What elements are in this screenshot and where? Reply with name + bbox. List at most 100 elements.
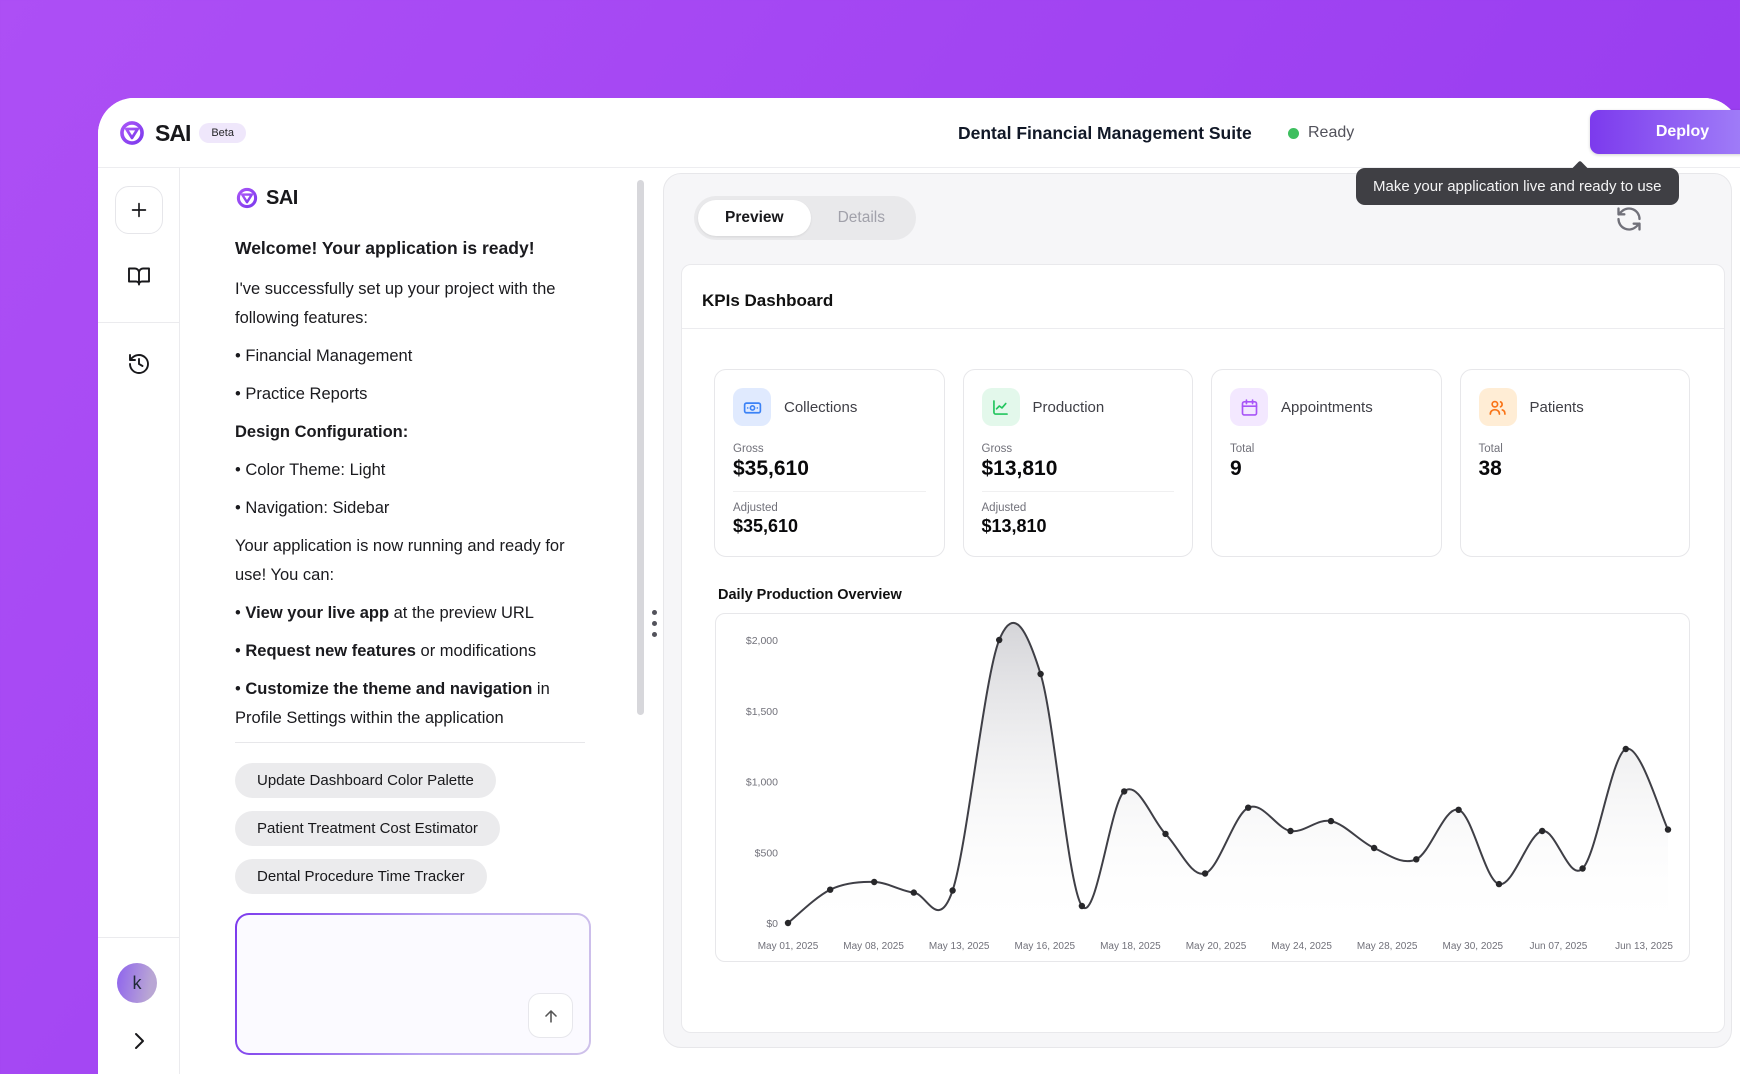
history-icon[interactable] bbox=[127, 352, 151, 376]
chat-scrollbar[interactable] bbox=[637, 180, 644, 715]
message-heading: Welcome! Your application is ready! bbox=[235, 238, 535, 258]
tab-preview[interactable]: Preview bbox=[698, 200, 811, 236]
chat-panel: SAI Welcome! Your application is ready! … bbox=[180, 168, 644, 1074]
list-item: • Color Theme: Light bbox=[235, 461, 386, 479]
message-composer bbox=[235, 913, 591, 1055]
metric-divider bbox=[733, 491, 926, 492]
sai-logo-icon bbox=[236, 187, 258, 209]
users-icon-badge bbox=[1478, 388, 1517, 426]
metric-value: $35,610 bbox=[733, 457, 809, 480]
metric-label: Adjusted bbox=[733, 502, 778, 514]
kpi-cards-row: Collections Gross $35,610 Adjusted $35,610 Pr… bbox=[714, 369, 1690, 557]
brand-logo: SAI Beta bbox=[118, 98, 246, 168]
sai-logo-icon bbox=[120, 121, 144, 145]
kpi-card-collections: Collections Gross $35,610 Adjusted $35,610 bbox=[714, 369, 945, 557]
kpi-label: Appointments bbox=[1281, 398, 1373, 416]
assistant-logo: SAI bbox=[235, 186, 585, 210]
running-text: Your application is now running and read… bbox=[235, 537, 565, 584]
metric-value: $13,810 bbox=[981, 457, 1058, 480]
send-button[interactable] bbox=[528, 993, 573, 1038]
metric-divider bbox=[981, 491, 1174, 492]
preview-panel: Preview Details KPIs Dashboard Collectio… bbox=[663, 173, 1732, 1048]
metric-value: $13,810 bbox=[981, 516, 1047, 536]
message-divider bbox=[235, 742, 585, 743]
suggestion-chip[interactable]: Dental Procedure Time Tracker bbox=[235, 859, 487, 894]
svg-text:$1,500: $1,500 bbox=[746, 706, 778, 718]
new-chat-button[interactable] bbox=[115, 186, 163, 234]
status-dot-icon bbox=[1288, 127, 1299, 139]
suggestion-chips: Update Dashboard Color Palette Patient Tr… bbox=[180, 743, 640, 894]
svg-text:May 16, 2025: May 16, 2025 bbox=[1014, 941, 1075, 952]
deploy-tooltip: Make your application live and ready to … bbox=[1356, 160, 1679, 205]
app-title: Dental Financial Management Suite bbox=[958, 122, 1252, 143]
kpi-label: Collections bbox=[784, 398, 858, 416]
chat-input[interactable] bbox=[249, 925, 577, 1041]
message-intro: I've successfully set up your project wi… bbox=[235, 280, 556, 327]
list-item: • Financial Management bbox=[235, 347, 413, 365]
kpi-label: Production bbox=[1032, 398, 1105, 416]
refresh-icon[interactable] bbox=[1615, 205, 1643, 233]
metric-label: Adjusted bbox=[981, 502, 1027, 514]
list-item: • Request new features or modifications bbox=[235, 642, 537, 660]
status-text: Ready bbox=[1308, 124, 1355, 141]
chart-line-icon-badge bbox=[981, 388, 1020, 426]
beta-badge: Beta bbox=[199, 123, 246, 143]
avatar-initial: k bbox=[132, 972, 142, 993]
rail-divider bbox=[98, 322, 180, 323]
svg-text:May 24, 2025: May 24, 2025 bbox=[1271, 941, 1332, 952]
svg-text:Jun 07, 2025: Jun 07, 2025 bbox=[1529, 941, 1587, 952]
production-chart-card: $0 $500 $1,000 $1,500 $2,000 May 01, 2025 May … bbox=[715, 613, 1690, 962]
metric-value: $35,610 bbox=[733, 516, 799, 536]
metric-value: 9 bbox=[1230, 457, 1242, 480]
kpi-label: Patients bbox=[1529, 398, 1584, 416]
assistant-message: Welcome! Your application is ready! I've… bbox=[235, 234, 585, 733]
kpi-card-patients: Patients Total 38 bbox=[1459, 369, 1690, 557]
svg-text:May 28, 2025: May 28, 2025 bbox=[1357, 941, 1418, 952]
tab-details[interactable]: Details bbox=[811, 200, 912, 236]
metric-label: Gross bbox=[733, 443, 764, 455]
metric-label: Gross bbox=[981, 443, 1013, 455]
design-list: • Color Theme: Light • Navigation: Sideba… bbox=[235, 456, 585, 523]
svg-text:$2,000: $2,000 bbox=[746, 635, 778, 647]
deploy-button[interactable]: Deploy bbox=[1590, 110, 1740, 154]
svg-text:May 13, 2025: May 13, 2025 bbox=[929, 941, 990, 952]
svg-text:$500: $500 bbox=[755, 847, 779, 859]
preview-tabbar: Preview Details bbox=[694, 196, 916, 240]
dashboard-title: KPIs Dashboard bbox=[682, 265, 1724, 329]
banknote-icon-badge bbox=[733, 388, 771, 426]
metric-label: Total bbox=[1230, 443, 1255, 455]
metric-label: Total bbox=[1478, 443, 1503, 455]
kpi-card-appointments: Appointments Total 9 bbox=[1211, 369, 1442, 557]
arrow-up-icon bbox=[544, 1009, 557, 1023]
svg-text:May 08, 2025: May 08, 2025 bbox=[843, 941, 904, 952]
svg-text:May 30, 2025: May 30, 2025 bbox=[1442, 941, 1503, 952]
production-chart-svg: $0 $500 $1,000 $1,500 $2,000 May 01, 2025 May … bbox=[746, 622, 1673, 952]
tooltip-text: Make your application live and ready to … bbox=[1373, 178, 1662, 195]
book-icon[interactable] bbox=[127, 264, 151, 288]
action-list: • View your live app at the preview URL •… bbox=[235, 599, 585, 733]
chevron-right-icon[interactable] bbox=[127, 1029, 151, 1053]
chart-heading: Daily Production Overview bbox=[718, 587, 902, 603]
calendar-icon bbox=[1241, 398, 1257, 416]
top-header: SAI Beta Dental Financial Management Sui… bbox=[98, 98, 1740, 168]
kpi-card-production: Production Gross $13,810 Adjusted $13,810 bbox=[962, 369, 1193, 557]
svg-text:May 18, 2025: May 18, 2025 bbox=[1100, 941, 1161, 952]
list-item: • Customize the theme and navigation in … bbox=[235, 680, 550, 727]
metric-value: 38 bbox=[1478, 457, 1502, 480]
users-icon bbox=[1489, 400, 1506, 415]
app-preview-content: KPIs Dashboard Collections Gross $35,610 Ad… bbox=[681, 264, 1725, 1033]
rail-divider bbox=[98, 937, 180, 938]
svg-text:$1,000: $1,000 bbox=[746, 777, 778, 789]
design-heading: Design Configuration: bbox=[235, 423, 409, 441]
brand-logo-text: SAI bbox=[155, 119, 191, 146]
user-avatar[interactable]: k bbox=[117, 963, 157, 1003]
suggestion-chip[interactable]: Update Dashboard Color Palette bbox=[235, 763, 496, 798]
icon-rail: k bbox=[98, 168, 180, 1074]
plus-icon bbox=[131, 202, 147, 218]
assistant-logo-text: SAI bbox=[266, 186, 298, 209]
svg-text:Jun 13, 2025: Jun 13, 2025 bbox=[1615, 941, 1673, 952]
list-item: • Practice Reports bbox=[235, 385, 368, 403]
svg-text:$0: $0 bbox=[766, 918, 778, 930]
svg-text:May 01, 2025: May 01, 2025 bbox=[758, 941, 819, 952]
suggestion-chip[interactable]: Patient Treatment Cost Estimator bbox=[235, 811, 500, 846]
